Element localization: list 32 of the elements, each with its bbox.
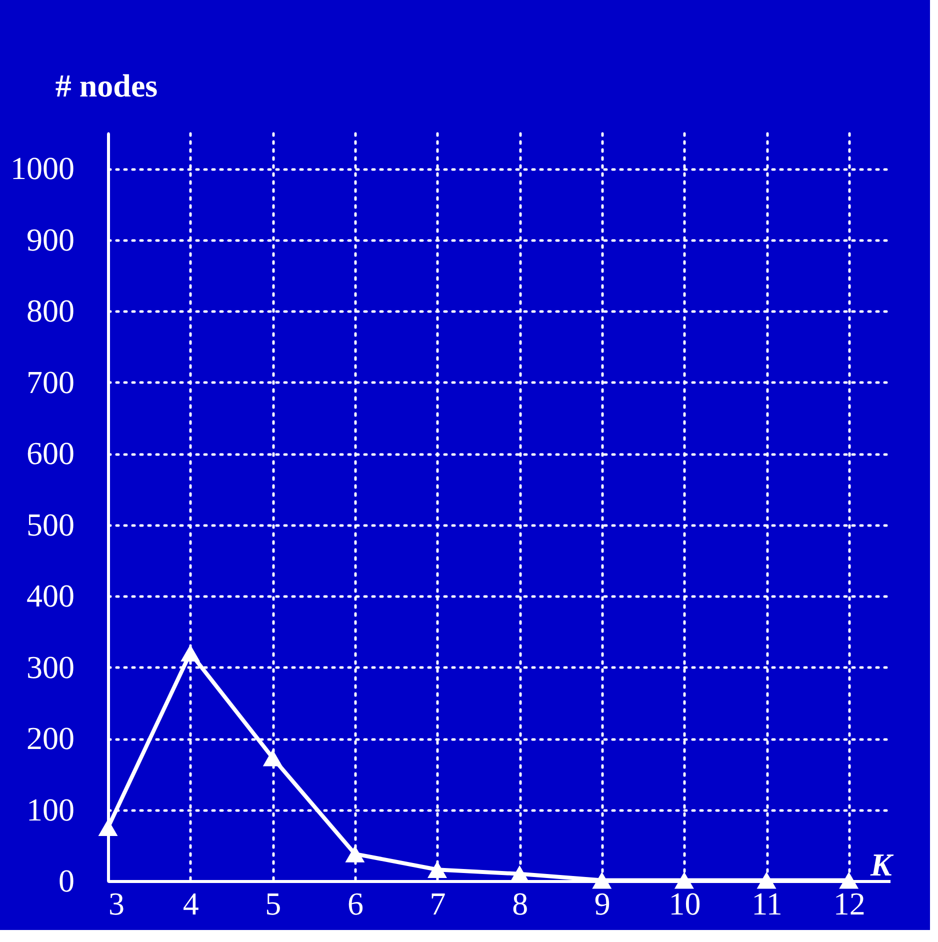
x-tick-label: 12 [833,886,866,922]
point [180,644,200,662]
y-tick-label: 700 [26,364,74,400]
x-tick-label: 10 [668,886,701,922]
y-tick-label: 500 [26,506,74,542]
point [98,819,118,836]
y-tick-label: 600 [26,435,74,472]
x-tick-label: 8 [512,886,528,922]
x-tick-label: 9 [594,886,610,922]
y-tick-label: 400 [26,578,74,614]
y-axis-title: # nodes [55,68,158,104]
point [592,872,612,889]
y-tick-label: 100 [26,791,74,828]
x-tick-label: 7 [430,886,446,922]
point [262,749,282,766]
x-tick-label: 5 [265,886,282,922]
y-tick-label: 0 [58,862,74,898]
x-tick-label: 4 [182,886,199,922]
point [428,861,448,878]
point [345,845,365,862]
x-tick-label: 11 [752,886,782,922]
x-tick-label: 3 [108,886,124,922]
y-tick-label: 900 [26,221,74,258]
x-tick-label: 6 [347,886,364,922]
y-tick-label: 300 [26,648,74,685]
point [839,872,859,889]
x-axis-title: K [870,846,894,882]
y-tick-label: 800 [26,292,74,329]
y-tick-label: 200 [26,720,74,756]
y-tick-label: 1000 [10,150,74,186]
point [756,872,776,889]
point [674,872,694,889]
